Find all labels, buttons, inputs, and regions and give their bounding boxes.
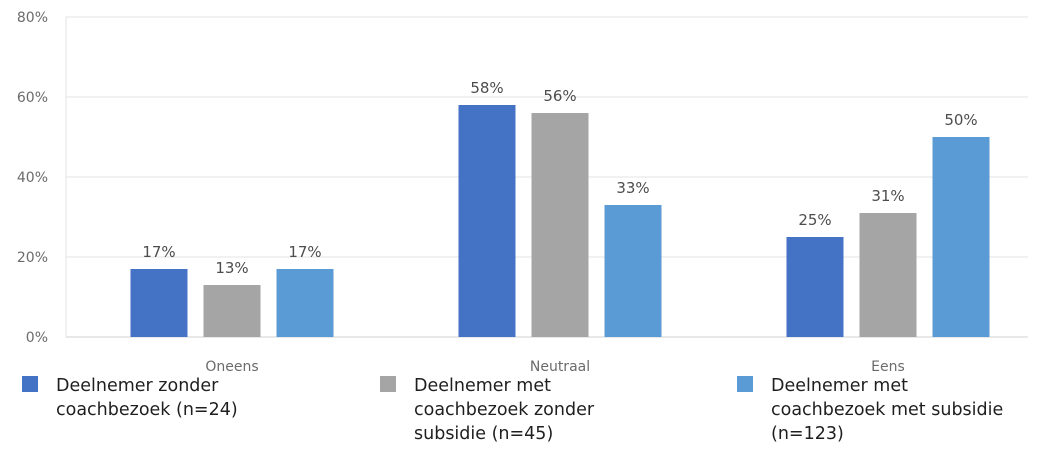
bars-layer [130,105,990,337]
legend: Deelnemer zonder coachbezoek (n=24) Deeln… [0,374,1043,453]
x-tick-label: Neutraal [530,359,590,375]
bar [458,105,516,337]
data-label: 17% [142,243,175,261]
bar [531,113,589,337]
bar [786,237,844,337]
legend-item: Deelnemer met coachbezoek zonder subsidi… [380,374,594,446]
data-label: 58% [470,79,503,97]
x-tick-label: Oneens [205,359,258,375]
axis-layer: 0% 20% 40% 60% 80% Oneens Neutraal Eens [17,10,905,375]
data-label: 17% [288,243,321,261]
legend-item: Deelnemer met coachbezoek met subsidie (… [737,374,1003,446]
y-tick-label: 0% [26,330,48,346]
legend-swatch [380,376,396,392]
data-label: 13% [215,259,248,277]
legend-swatch [737,376,753,392]
bar [932,137,990,337]
legend-label: Deelnemer met coachbezoek zonder subsidi… [414,376,595,444]
legend-item: Deelnemer zonder coachbezoek (n=24) [22,374,238,422]
data-label: 31% [871,187,904,205]
bar [130,269,188,337]
y-tick-label: 80% [17,10,48,26]
legend-swatch [22,376,38,392]
data-label: 50% [944,111,977,129]
bar [604,205,662,337]
y-tick-label: 40% [17,170,48,186]
bar [203,285,261,337]
bar [276,269,334,337]
x-tick-label: Eens [871,359,905,375]
legend-label: Deelnemer zonder coachbezoek (n=24) [56,376,238,420]
data-label: 33% [616,179,649,197]
data-label: 56% [543,87,576,105]
legend-label: Deelnemer met coachbezoek met subsidie (… [771,376,1004,444]
y-tick-label: 20% [17,250,48,266]
y-tick-label: 60% [17,90,48,106]
bar [859,213,917,337]
data-labels-layer: 17% 58% 25% 13% 56% 31% 17% 33% 50% [142,79,977,277]
data-label: 25% [798,211,831,229]
